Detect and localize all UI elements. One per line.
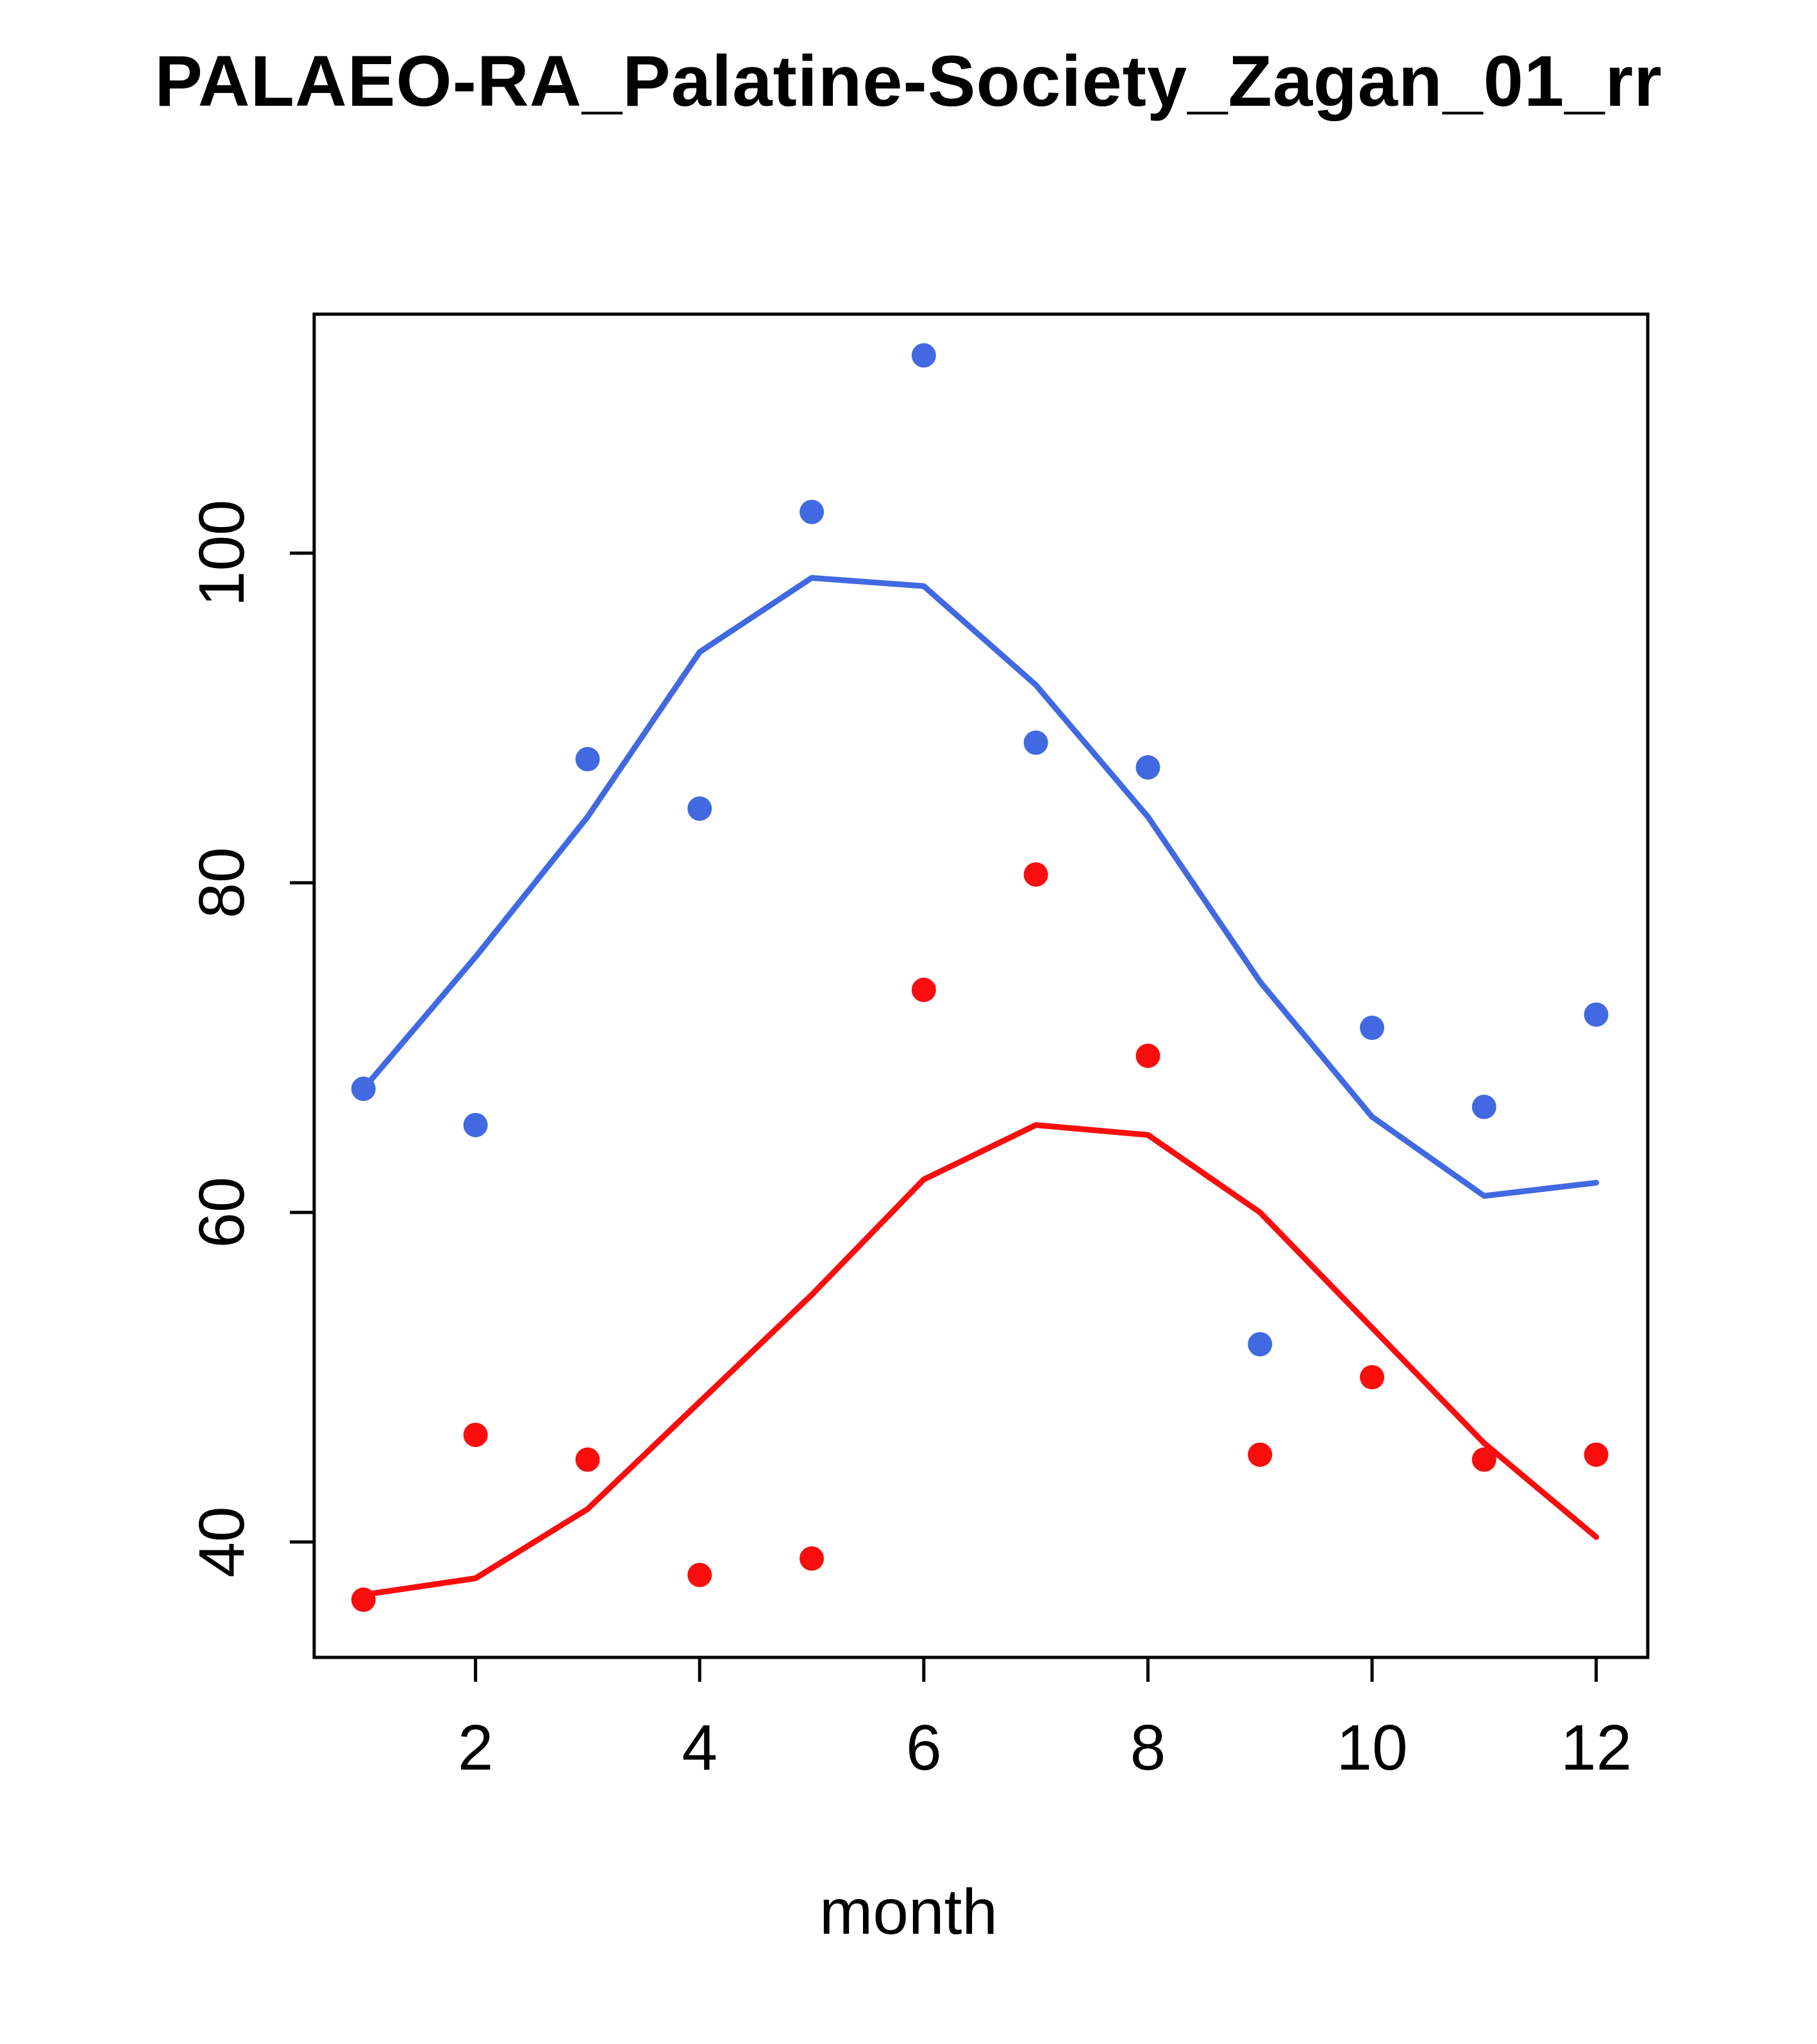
y-tick-label: 80 <box>186 847 258 918</box>
blue-points-point <box>463 1112 488 1137</box>
blue-points-point <box>1135 755 1160 780</box>
blue-points-point <box>1360 1016 1385 1041</box>
x-tick-label: 4 <box>682 1712 717 1784</box>
blue-points-point <box>351 1076 376 1102</box>
x-tick-label: 12 <box>1561 1712 1632 1784</box>
red-points-point <box>800 1546 825 1571</box>
plot-border <box>312 312 1650 1659</box>
x-tick-label: 10 <box>1336 1712 1407 1784</box>
red-line-series <box>360 1122 1600 1598</box>
red-points-point <box>1360 1365 1385 1390</box>
blue-points-point <box>575 747 600 772</box>
blue-points-point <box>1584 1002 1609 1027</box>
x-tick-label: 8 <box>1130 1712 1166 1784</box>
red-points-point <box>1248 1442 1273 1467</box>
x-tick-label: 2 <box>458 1712 494 1784</box>
red-points-point <box>1471 1447 1496 1472</box>
blue-points-point <box>800 499 825 524</box>
blue-points-point <box>911 343 936 368</box>
red-points-point <box>351 1587 376 1613</box>
chart-title: PALAEO-RA_Palatine-Society_Zagan_01_rr <box>155 41 1662 121</box>
y-tick-label: 100 <box>186 499 258 607</box>
x-axis-title: month <box>819 1876 998 1948</box>
red-points-point <box>463 1422 488 1447</box>
blue-points-point <box>687 796 712 821</box>
red-points-point <box>575 1447 600 1472</box>
red-points-point <box>1584 1442 1609 1467</box>
blue-points-point <box>1471 1094 1496 1119</box>
red-points-point <box>1023 862 1048 887</box>
blue-points-point <box>1248 1332 1273 1357</box>
red-points-point <box>1135 1043 1160 1068</box>
y-tick-label: 40 <box>186 1506 258 1577</box>
blue-line-series <box>360 574 1600 1199</box>
blue-points-point <box>1023 730 1048 755</box>
y-tick-label: 60 <box>186 1177 258 1248</box>
red-points-point <box>911 977 936 1002</box>
red-points-point <box>687 1562 712 1587</box>
x-tick-label: 6 <box>906 1712 942 1784</box>
